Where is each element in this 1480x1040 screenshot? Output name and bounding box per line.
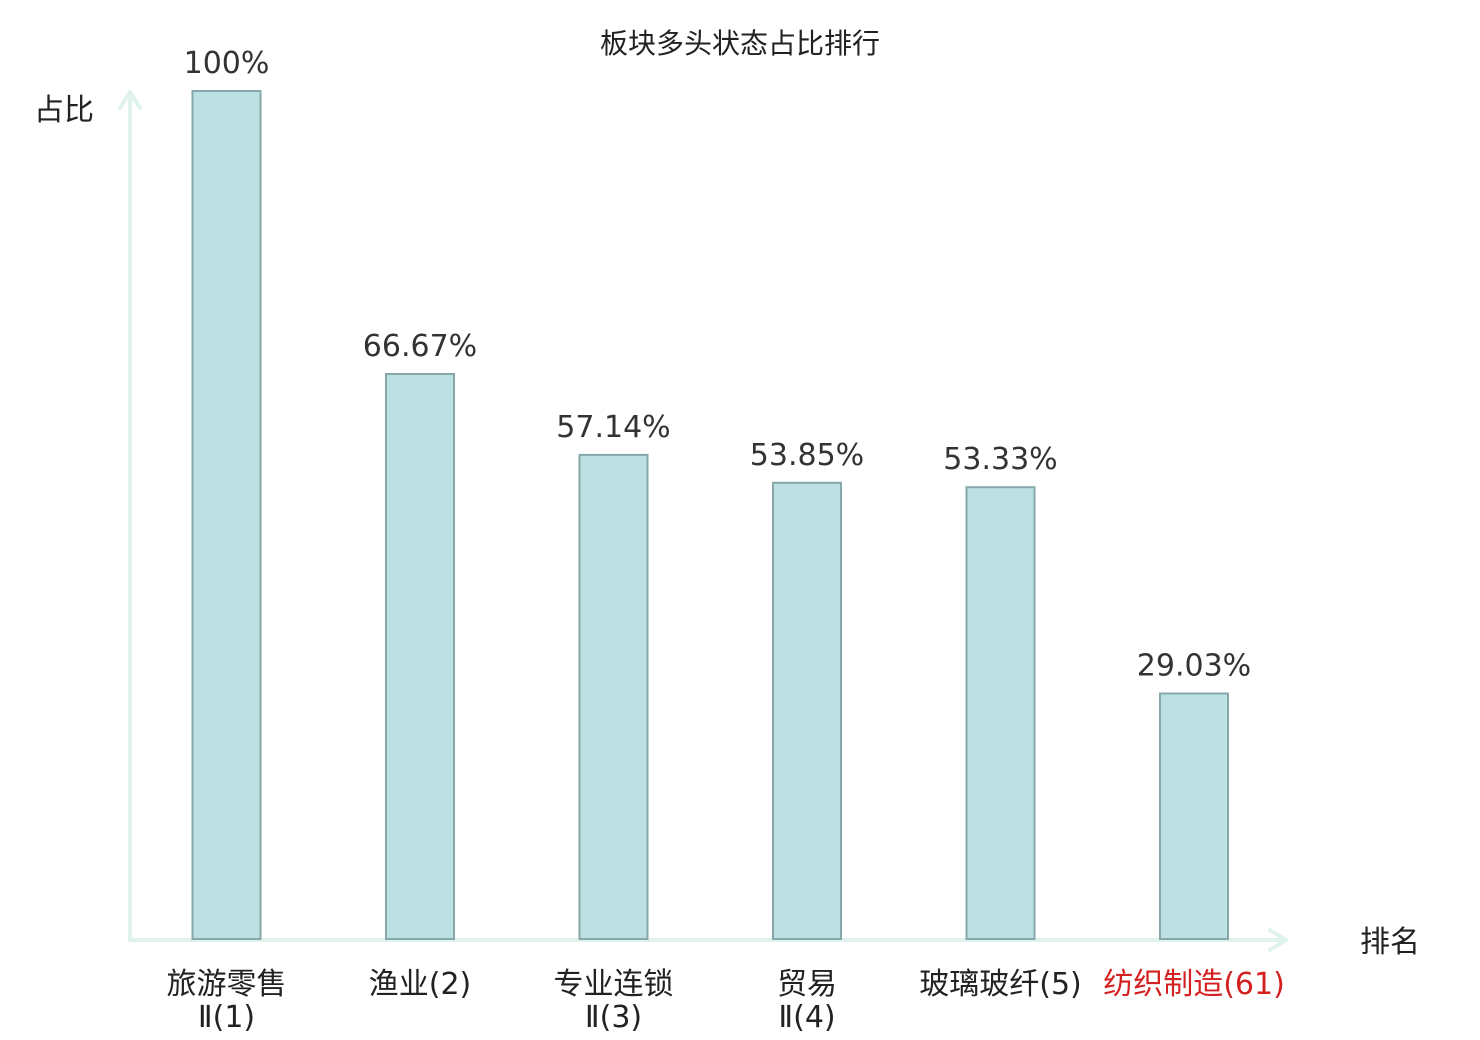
- bar: [191, 90, 262, 940]
- category-name: 贸易: [777, 967, 837, 1002]
- category-label: 渔业(2): [369, 967, 472, 1002]
- category-rank: (61): [1223, 967, 1285, 1002]
- category-label: 纺织制造(61): [1103, 967, 1285, 1002]
- value-label: 57.14%: [556, 410, 670, 445]
- chart-title: 板块多头状态占比排行: [600, 27, 880, 60]
- y-axis-arrow: [118, 90, 142, 110]
- category-label: 旅游零售 Ⅱ(1): [167, 967, 287, 1035]
- value-label: 100%: [184, 46, 270, 81]
- category-rank: Ⅱ(3): [585, 1000, 642, 1035]
- value-label: 29.03%: [1137, 649, 1251, 684]
- category-labels: 旅游零售 Ⅱ(1) 渔业(2) 专业连锁 Ⅱ(3) 贸易 Ⅱ(4) 玻璃玻纤(5) 纺织制造(6…: [167, 967, 1285, 1035]
- bar: [1159, 692, 1229, 940]
- bar: [965, 486, 1036, 940]
- value-label: 66.67%: [363, 329, 477, 364]
- x-axis-arrow: [1268, 928, 1288, 952]
- x-axis: [128, 928, 1288, 952]
- category-name: 玻璃玻纤: [919, 967, 1039, 1002]
- bar-series: [191, 90, 1229, 940]
- value-label: 53.85%: [750, 438, 864, 473]
- category-label: 玻璃玻纤(5): [919, 967, 1082, 1002]
- y-axis: [118, 90, 142, 942]
- category-rank: Ⅱ(1): [198, 1000, 255, 1035]
- bar: [578, 453, 649, 940]
- category-rank: (5): [1039, 967, 1082, 1002]
- value-label: 53.33%: [943, 442, 1057, 477]
- bar: [385, 373, 455, 940]
- bar: [772, 481, 842, 940]
- x-axis-label: 排名: [1360, 925, 1420, 960]
- category-name: 旅游零售: [167, 967, 287, 1002]
- category-name: 渔业: [369, 967, 429, 1002]
- category-name: 纺织制造: [1103, 967, 1223, 1002]
- y-axis-label: 占比: [34, 93, 94, 128]
- data-labels: 100% 66.67% 57.14% 53.85% 53.33% 29.03%: [184, 46, 1252, 684]
- category-label: 专业连锁 Ⅱ(3): [554, 967, 674, 1035]
- category-label: 贸易 Ⅱ(4): [777, 967, 837, 1035]
- category-rank: (2): [429, 967, 472, 1002]
- category-rank: Ⅱ(4): [778, 1000, 835, 1035]
- category-name: 专业连锁: [554, 967, 674, 1002]
